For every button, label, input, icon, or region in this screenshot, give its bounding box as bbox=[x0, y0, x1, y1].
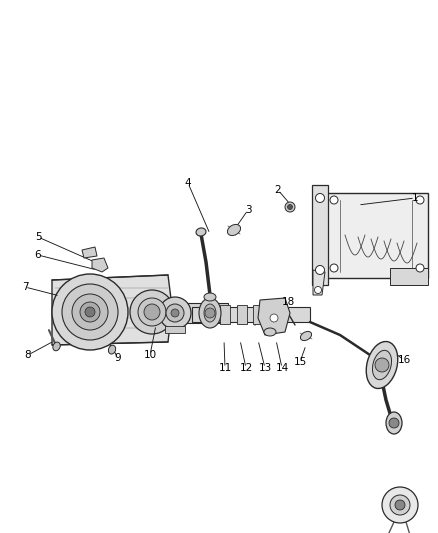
Ellipse shape bbox=[366, 342, 398, 389]
Text: 10: 10 bbox=[143, 350, 156, 360]
Circle shape bbox=[395, 500, 405, 510]
Polygon shape bbox=[258, 298, 290, 335]
Ellipse shape bbox=[264, 328, 276, 336]
Polygon shape bbox=[269, 305, 279, 324]
Text: 6: 6 bbox=[35, 250, 41, 260]
Polygon shape bbox=[253, 305, 263, 324]
Circle shape bbox=[166, 304, 184, 322]
Text: 3: 3 bbox=[245, 205, 251, 215]
Text: 5: 5 bbox=[35, 232, 41, 242]
Circle shape bbox=[85, 307, 95, 317]
Circle shape bbox=[390, 495, 410, 515]
Circle shape bbox=[330, 264, 338, 272]
Circle shape bbox=[270, 314, 278, 322]
Circle shape bbox=[382, 487, 418, 523]
Ellipse shape bbox=[109, 345, 116, 354]
Ellipse shape bbox=[386, 412, 402, 434]
Text: 4: 4 bbox=[185, 178, 191, 188]
Polygon shape bbox=[192, 307, 310, 322]
Circle shape bbox=[205, 308, 215, 318]
Circle shape bbox=[287, 205, 293, 209]
Polygon shape bbox=[52, 275, 172, 345]
Polygon shape bbox=[220, 305, 230, 324]
Ellipse shape bbox=[53, 342, 60, 351]
Circle shape bbox=[52, 274, 128, 350]
Ellipse shape bbox=[196, 228, 206, 236]
Circle shape bbox=[315, 265, 325, 274]
Circle shape bbox=[130, 290, 174, 334]
Polygon shape bbox=[312, 185, 328, 285]
Polygon shape bbox=[92, 258, 108, 272]
Circle shape bbox=[144, 304, 160, 320]
Circle shape bbox=[330, 196, 338, 204]
Circle shape bbox=[389, 418, 399, 428]
Ellipse shape bbox=[199, 298, 221, 328]
Text: 9: 9 bbox=[115, 353, 121, 363]
Ellipse shape bbox=[300, 332, 311, 341]
Circle shape bbox=[416, 264, 424, 272]
Circle shape bbox=[159, 297, 191, 329]
Polygon shape bbox=[390, 268, 428, 285]
Circle shape bbox=[315, 193, 325, 203]
Ellipse shape bbox=[372, 350, 392, 379]
Polygon shape bbox=[82, 247, 97, 258]
Polygon shape bbox=[322, 193, 428, 278]
Circle shape bbox=[72, 294, 108, 330]
Text: 16: 16 bbox=[397, 355, 411, 365]
Circle shape bbox=[416, 196, 424, 204]
Text: 8: 8 bbox=[25, 350, 31, 360]
Circle shape bbox=[171, 309, 179, 317]
Ellipse shape bbox=[204, 293, 216, 301]
Text: 14: 14 bbox=[276, 363, 289, 373]
Polygon shape bbox=[168, 303, 228, 323]
Text: 7: 7 bbox=[22, 282, 28, 292]
Text: 1: 1 bbox=[412, 193, 418, 203]
Ellipse shape bbox=[204, 304, 216, 322]
Text: 2: 2 bbox=[275, 185, 281, 195]
Circle shape bbox=[314, 287, 321, 294]
Circle shape bbox=[138, 298, 166, 326]
Text: 15: 15 bbox=[293, 357, 307, 367]
Circle shape bbox=[285, 202, 295, 212]
Polygon shape bbox=[313, 270, 325, 295]
Text: 13: 13 bbox=[258, 363, 272, 373]
Text: 18: 18 bbox=[281, 297, 295, 307]
Circle shape bbox=[375, 358, 389, 372]
Ellipse shape bbox=[227, 224, 240, 236]
Circle shape bbox=[80, 302, 100, 322]
Circle shape bbox=[62, 284, 118, 340]
Text: 11: 11 bbox=[219, 363, 232, 373]
Text: 12: 12 bbox=[240, 363, 253, 373]
Polygon shape bbox=[237, 305, 247, 324]
Polygon shape bbox=[165, 326, 185, 333]
